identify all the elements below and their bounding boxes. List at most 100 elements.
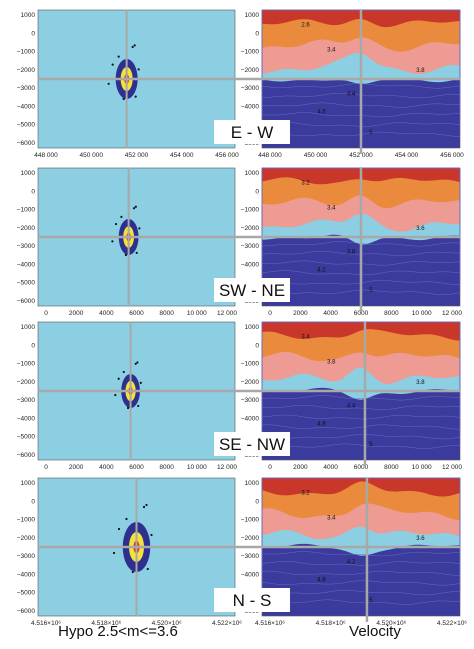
y-tick-label: −2000 [17, 225, 36, 232]
y-tick-label: −2000 [241, 379, 260, 386]
hypocenter-dot [132, 207, 136, 210]
contour-line [261, 9, 461, 99]
x-tick-label: 12 000 [442, 310, 462, 317]
contour-line [261, 167, 461, 266]
hypocenter-dot [142, 505, 146, 509]
x-tick-label: 4.522×10⁶ [212, 620, 242, 627]
x-tick-label: 0 [44, 310, 48, 317]
hypocenter-dot [120, 215, 123, 218]
contour-line [261, 321, 461, 449]
x-tick-label: 454 000 [170, 152, 194, 159]
contour-label: 2.6 [301, 23, 310, 29]
y-tick-label: −3000 [241, 553, 260, 560]
y-tick-label: −3000 [17, 243, 36, 250]
velocity-band [262, 322, 460, 341]
hypocenter-dot [134, 95, 137, 98]
contour-line [261, 167, 461, 275]
hypocenter-dot [131, 570, 134, 574]
x-tick-label: 6000 [354, 310, 369, 317]
x-tick-label: 4.518×10⁶ [316, 620, 346, 627]
x-tick-label: 10 000 [412, 310, 432, 317]
y-tick-label: 0 [255, 188, 259, 195]
y-tick-label: 1000 [245, 324, 260, 331]
x-tick-label: 10 000 [187, 310, 207, 317]
contour-line [261, 321, 461, 410]
contour-line [261, 167, 461, 286]
hypocenter-dot [125, 517, 128, 521]
row-label-box [214, 120, 290, 144]
hypocenter-dot [111, 240, 114, 243]
x-tick-label: 450 000 [80, 152, 104, 159]
row: 1000 1000 0 0 −1000 −1000 −2000 −2000 −3000 −3000… [17, 167, 462, 317]
hypocenter-dot [134, 362, 137, 365]
y-tick-label: 1000 [21, 480, 36, 487]
contour-label: 5 [369, 442, 373, 448]
y-tick-label: 1000 [21, 170, 36, 177]
x-tick-label: 4.520×10⁶ [152, 620, 182, 627]
y-tick-label: −1000 [241, 207, 260, 214]
hypocenter-dot [146, 567, 149, 571]
y-tick-label: −2000 [241, 225, 260, 232]
y-tick-label: −2000 [241, 67, 260, 74]
x-tick-label: 4.516×10⁶ [31, 620, 61, 627]
y-tick-label: −1000 [17, 49, 36, 56]
x-tick-label: 456 000 [440, 152, 464, 159]
contour-line [261, 321, 461, 440]
hypocenter-dot [131, 45, 134, 49]
contour-label: 3.6 [416, 226, 425, 232]
y-tick-label: −2000 [17, 535, 36, 542]
hypocenter-dot [133, 44, 136, 47]
row-label: SE - NW [219, 435, 285, 454]
y-tick-label: −6000 [17, 140, 36, 147]
x-tick-label: 2000 [69, 310, 84, 317]
footer-right: Velocity [349, 623, 401, 640]
y-tick-label: 0 [255, 342, 259, 349]
x-tick-label: 8000 [159, 310, 174, 317]
x-tick-label: 448 000 [34, 152, 58, 159]
contour-label: 4.4 [347, 92, 356, 98]
x-tick-label: 4000 [323, 464, 338, 471]
y-tick-label: −2000 [17, 67, 36, 74]
y-tick-label: −2000 [17, 379, 36, 386]
row-label-box [214, 432, 290, 456]
x-tick-label: 454 000 [395, 152, 419, 159]
x-tick-label: 10 000 [412, 464, 432, 471]
contour-line [261, 167, 461, 295]
contour-line [261, 477, 461, 557]
x-tick-label: 10 000 [187, 464, 207, 471]
hypocenter-dot [126, 406, 130, 410]
contour-label: 4.2 [347, 560, 356, 566]
y-tick-label: −3000 [241, 397, 260, 404]
y-tick-label: −5000 [17, 434, 36, 441]
x-tick-label: 2000 [69, 464, 84, 471]
y-tick-label: 0 [31, 188, 35, 195]
contour-label: 3.2 [301, 181, 310, 187]
y-tick-label: −3000 [17, 397, 36, 404]
contour-label: 4.2 [317, 268, 326, 274]
row: 1000 1000 0 0 −1000 −1000 −2000 −2000 −3000 −3000… [17, 321, 462, 471]
y-tick-label: 0 [31, 498, 35, 505]
y-tick-label: 0 [31, 342, 35, 349]
x-tick-label: 4.516×10⁶ [255, 620, 285, 627]
contour-label: 5 [369, 130, 373, 136]
y-tick-label: −1000 [241, 49, 260, 56]
hypocenter-dot [111, 63, 114, 66]
x-tick-label: 4000 [323, 310, 338, 317]
x-tick-label: 0 [44, 464, 48, 471]
contour-line [261, 167, 461, 257]
hypocenter-dot [122, 370, 125, 374]
row-label: SW - NE [219, 281, 285, 300]
y-tick-label: −5000 [17, 280, 36, 287]
contour-label: 4.5 [317, 110, 326, 116]
y-tick-label: −1000 [241, 361, 260, 368]
contour-label: 5 [369, 598, 373, 604]
y-tick-label: −5000 [17, 122, 36, 129]
row: 1000 1000 0 0 −1000 −1000 −2000 −2000 −3000 −3000… [17, 9, 464, 159]
contour-line [261, 477, 461, 566]
y-tick-label: 0 [255, 498, 259, 505]
x-tick-label: 4000 [99, 464, 114, 471]
x-tick-label: 12 000 [217, 464, 237, 471]
row-label: N - S [233, 591, 272, 610]
contour-line [261, 9, 461, 137]
x-tick-label: 12 000 [217, 310, 237, 317]
